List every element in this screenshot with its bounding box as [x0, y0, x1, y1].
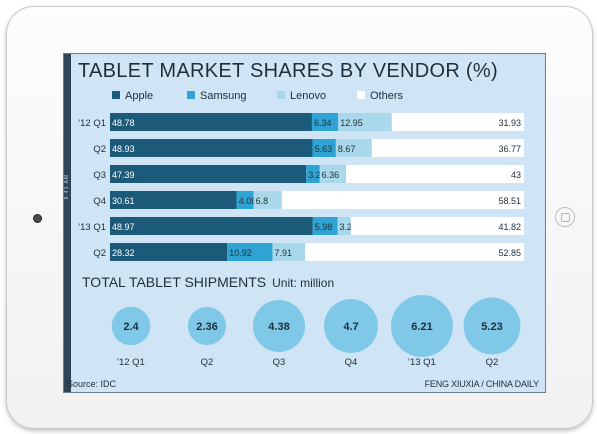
- bar-segment: [371, 139, 524, 157]
- legend-label: Apple: [125, 90, 154, 102]
- bar-segment: [311, 113, 339, 131]
- data-label: 43: [511, 170, 521, 180]
- data-label: 10.92: [229, 248, 252, 258]
- bar-segment: [391, 113, 524, 131]
- shipment-bubble: [252, 299, 306, 353]
- shipments-unit: Unit: million: [272, 276, 335, 290]
- bar-segment: [110, 113, 312, 131]
- data-label: 12.95: [340, 118, 363, 128]
- data-label: 48.93: [112, 144, 135, 154]
- status-strip: 9:41 AM: [64, 54, 71, 392]
- data-label: 52.85: [498, 248, 521, 258]
- bubble-value-label: 6.21: [411, 321, 432, 333]
- data-label: 30.61: [112, 196, 135, 206]
- legend-item: Apple: [112, 90, 153, 102]
- legend-swatch: [112, 91, 120, 99]
- credit-note: FENG XIUXIA / CHINA DAILY: [424, 379, 540, 389]
- tablet-device: 9:41 AM TABLET MARKET SHARES BY VENDOR (…: [6, 6, 593, 429]
- bar-segment: [253, 191, 282, 209]
- bubble-category-label: Q3: [273, 357, 286, 368]
- bar-segment: [312, 217, 338, 235]
- data-label: 5.98: [315, 222, 333, 232]
- bubble-category-label: Q4: [345, 357, 358, 368]
- data-label: 41.82: [498, 222, 521, 232]
- data-label: 6.36: [322, 170, 340, 180]
- bubble-category-label: Q2: [201, 357, 214, 368]
- bubble-value-label: 2.36: [196, 321, 217, 333]
- bubble-category-label: Q2: [486, 357, 499, 368]
- data-label: 7.91: [274, 248, 292, 258]
- shipment-bubble: [187, 306, 227, 346]
- data-label: 6.34: [314, 118, 332, 128]
- bar-segment: [110, 217, 313, 235]
- legend-label: Samsung: [200, 90, 247, 102]
- bar-segment: [312, 139, 336, 157]
- data-label: 28.32: [112, 248, 135, 258]
- legend-swatch: [277, 91, 285, 99]
- legend-item: Samsung: [187, 90, 246, 102]
- source-note: Source: IDC: [67, 379, 117, 389]
- bar-segment: [338, 113, 392, 131]
- bar-segment: [305, 243, 524, 261]
- bubble-value-label: 2.4: [123, 321, 139, 333]
- camera-icon: [33, 214, 42, 223]
- bar-segment: [236, 191, 254, 209]
- bar-segment: [110, 165, 307, 183]
- shipments-title: TOTAL TABLET SHIPMENTS Unit: million: [82, 274, 334, 290]
- bar-segment: [337, 217, 351, 235]
- legend-label: Lenovo: [290, 90, 327, 102]
- data-label: 6.8: [256, 196, 269, 206]
- y-tick-label: Q2: [93, 248, 106, 259]
- data-label: 4.08: [239, 196, 257, 206]
- shipment-bubble: [111, 306, 151, 346]
- shipments-bubble-chart: 2.4 '12 Q1 2.36 Q2 4.38 Q3 4.7 Q4 6.21 '13 Q1 5.23…: [111, 295, 521, 368]
- data-label: 58.51: [498, 196, 521, 206]
- bar-segment: [335, 139, 372, 157]
- tablet-screen: 9:41 AM TABLET MARKET SHARES BY VENDOR (…: [63, 53, 546, 393]
- bubble-value-label: 5.23: [481, 321, 502, 333]
- legend-swatch: [357, 91, 365, 99]
- bubble-value-label: 4.7: [343, 321, 358, 333]
- chart-title: TABLET MARKET SHARES BY VENDOR (%): [78, 60, 498, 82]
- data-label: 36.77: [498, 144, 521, 154]
- market-share-bar-chart: '12 Q1 48.78 6.34 12.95 31.93 Q2 48.93 5.63 8.67…: [78, 113, 524, 261]
- data-label: 47.39: [112, 170, 135, 180]
- data-label: 48.78: [112, 118, 135, 128]
- y-tick-label: Q3: [93, 170, 106, 181]
- bar-segment: [345, 165, 524, 183]
- bar-segment: [306, 165, 320, 183]
- legend-swatch: [187, 91, 195, 99]
- home-button[interactable]: [555, 207, 575, 227]
- legend-label: Others: [370, 90, 404, 102]
- bar-segment: [350, 217, 524, 235]
- data-label: 3.23: [339, 222, 357, 232]
- bubble-category-label: '13 Q1: [408, 357, 436, 368]
- shipment-bubble: [324, 299, 378, 353]
- legend-item: Others: [357, 90, 403, 102]
- data-label: 31.93: [498, 118, 521, 128]
- y-tick-label: '12 Q1: [78, 118, 106, 129]
- bubble-value-label: 4.38: [268, 321, 289, 333]
- bar-segment: [227, 243, 273, 261]
- y-tick-label: Q4: [93, 196, 106, 207]
- shipment-bubble: [391, 295, 453, 357]
- bubble-category-label: '12 Q1: [117, 357, 145, 368]
- data-label: 3.25: [308, 170, 326, 180]
- shipments-title-text: TOTAL TABLET SHIPMENTS: [82, 274, 267, 290]
- bar-segment: [110, 139, 313, 157]
- bar-segment: [110, 243, 228, 261]
- legend-item: Lenovo: [277, 90, 326, 102]
- data-label: 5.63: [315, 144, 333, 154]
- y-tick-label: Q2: [93, 144, 106, 155]
- bar-segment: [110, 191, 237, 209]
- data-label: 48.97: [112, 222, 135, 232]
- bar-segment: [319, 165, 346, 183]
- shipment-bubble: [463, 297, 521, 355]
- bar-segment: [281, 191, 524, 209]
- data-label: 8.67: [338, 144, 356, 154]
- bar-segment: [272, 243, 306, 261]
- y-tick-label: '13 Q1: [78, 222, 106, 233]
